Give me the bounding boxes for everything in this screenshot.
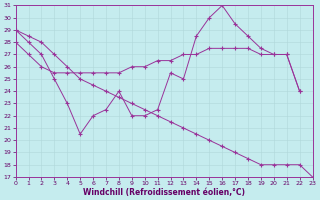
X-axis label: Windchill (Refroidissement éolien,°C): Windchill (Refroidissement éolien,°C): [83, 188, 245, 197]
